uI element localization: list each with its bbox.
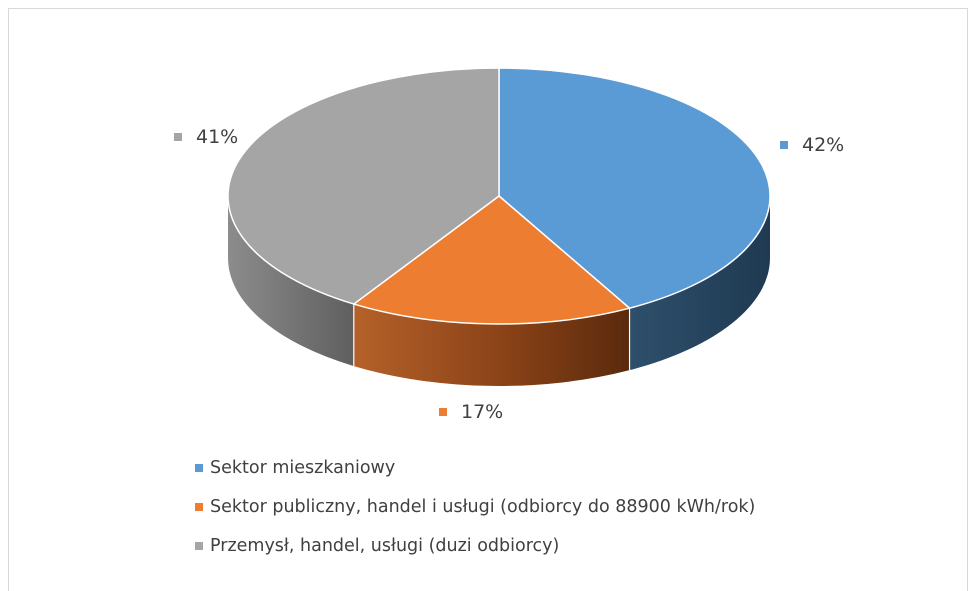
chart-legend: Sektor mieszkaniowy Sektor publiczny, ha…	[195, 458, 755, 575]
legend-item-przemysl: Przemysł, handel, usługi (duzi odbiorcy)	[195, 536, 755, 556]
data-label-text: 42%	[802, 134, 845, 156]
data-label-text: 17%	[461, 401, 504, 423]
data-label-text: 41%	[196, 126, 239, 148]
legend-marker	[195, 542, 203, 550]
legend-item-sektor-publiczny: Sektor publiczny, handel i usługi (odbio…	[195, 497, 755, 517]
legend-item-sektor-mieszkaniowy: Sektor mieszkaniowy	[195, 458, 755, 478]
pie-slice-side-przemysl	[228, 196, 354, 367]
legend-marker	[195, 503, 203, 511]
data-label-marker	[780, 141, 788, 149]
legend-label: Sektor mieszkaniowy	[210, 458, 396, 478]
legend-marker	[195, 464, 203, 472]
pie-slice-przemysl	[227, 67, 500, 305]
legend-label: Sektor publiczny, handel i usługi (odbio…	[210, 497, 756, 517]
data-label-sektor-publiczny: 17%	[439, 401, 503, 423]
pie-slice-sektor-mieszkaniowy	[498, 67, 771, 309]
chart-frame	[8, 8, 968, 591]
pie-slice-sektor-publiczny	[353, 195, 631, 325]
data-label-przemysl: 41%	[174, 126, 238, 148]
data-label-marker	[439, 408, 447, 416]
pie-slice-side-sektor-mieszkaniowy	[629, 196, 771, 371]
data-label-sektor-mieszkaniowy: 42%	[780, 134, 844, 156]
pie-slice-side-sektor-publiczny	[353, 304, 630, 387]
legend-label: Przemysł, handel, usługi (duzi odbiorcy)	[210, 536, 560, 556]
data-label-marker	[174, 133, 182, 141]
